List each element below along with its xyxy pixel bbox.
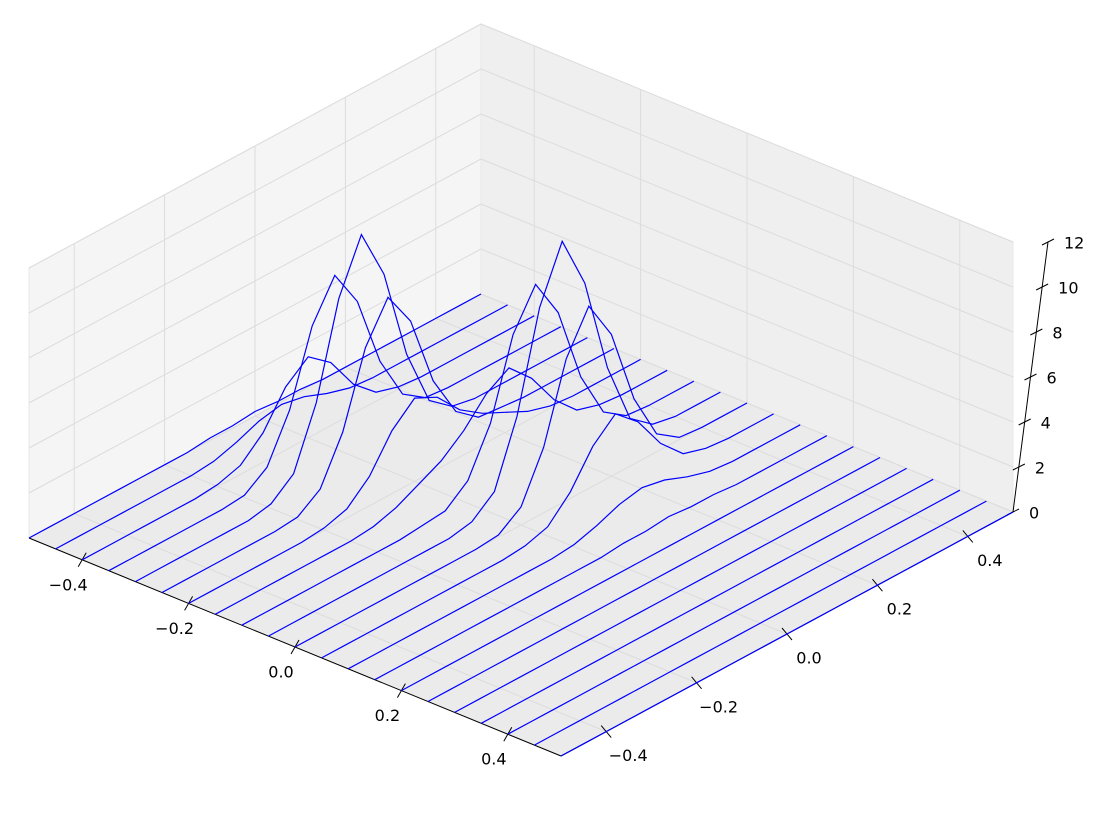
y-tick-label: 0.0 [796, 649, 821, 668]
wire-line [28, 293, 482, 539]
wire-line [81, 315, 535, 561]
wire-line [161, 296, 615, 594]
wire-line [480, 478, 934, 724]
wire-line [534, 500, 987, 746]
x-tick-label: −0.4 [49, 575, 88, 594]
grid-line [254, 415, 788, 635]
wire-line [321, 413, 774, 659]
y-tick-label: −0.4 [609, 746, 648, 765]
wire-line [294, 304, 748, 648]
z-tick-label: 0 [1029, 504, 1039, 523]
wire-line [55, 304, 508, 550]
z-tick-label: 4 [1041, 414, 1051, 433]
wire-line [268, 239, 721, 637]
wire-line [427, 456, 881, 703]
wire-line [374, 435, 828, 681]
y-tick-label: −0.2 [699, 697, 738, 716]
y-tick-label: 0.4 [977, 551, 1002, 570]
wire-line [135, 233, 588, 583]
wire-line [214, 367, 668, 615]
wire-line [401, 446, 854, 692]
z-tick [1018, 418, 1031, 426]
z-tick [1030, 328, 1043, 336]
wire-line [454, 467, 907, 713]
wire-line [188, 358, 641, 604]
wire-line [241, 283, 695, 626]
z-tick [1041, 238, 1055, 246]
x-tick-label: 0.2 [375, 706, 400, 725]
wire-line [560, 511, 1014, 757]
z-tick [1012, 463, 1026, 471]
z-tick [1035, 283, 1049, 291]
x-tick-label: 0.4 [481, 750, 506, 769]
y-tick-label: 0.2 [887, 600, 912, 619]
grid-line [345, 366, 878, 586]
z-tick-label: 6 [1047, 369, 1057, 388]
x-tick-label: −0.2 [155, 619, 194, 638]
z-tick-label: 2 [1035, 459, 1045, 478]
z-tick [1024, 373, 1037, 381]
x-tick-label: 0.0 [268, 663, 293, 682]
z-tick-label: 10 [1058, 279, 1078, 298]
wire-line [108, 274, 562, 572]
wire-line [347, 424, 801, 670]
z-tick-label: 12 [1064, 234, 1084, 253]
wire-line [507, 489, 961, 735]
z-tick-label: 8 [1052, 324, 1062, 343]
